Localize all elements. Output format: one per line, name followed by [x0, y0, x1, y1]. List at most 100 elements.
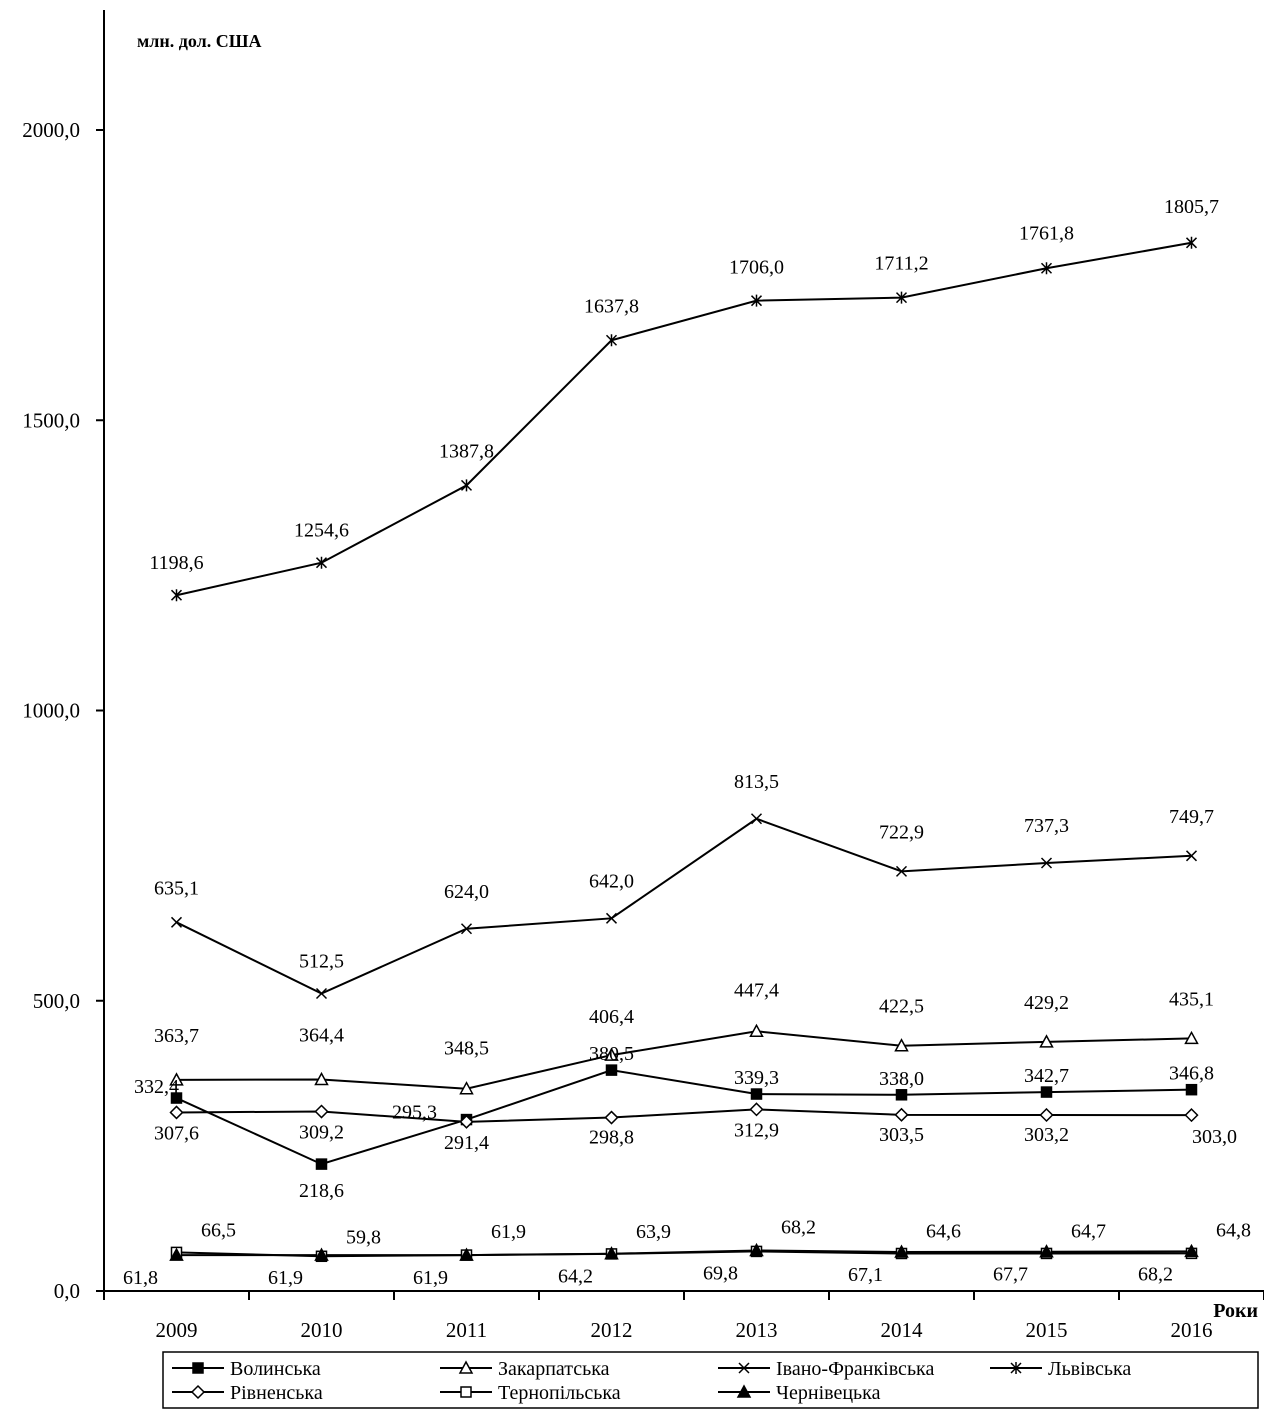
- data-point: [314, 1104, 329, 1119]
- data-point: [1039, 1034, 1054, 1048]
- data-point: [169, 1072, 184, 1086]
- data-label: 364,4: [299, 1024, 344, 1046]
- data-label: 1761,8: [1019, 222, 1074, 244]
- data-label: 1706,0: [729, 257, 784, 279]
- data-point: [459, 1081, 474, 1095]
- data-label: 342,7: [1024, 1065, 1069, 1087]
- data-label: 61,8: [123, 1267, 158, 1289]
- series-line-5: [176, 1108, 1192, 1123]
- data-label: 642,0: [589, 870, 634, 892]
- x-tick-label: 2016: [1171, 1318, 1213, 1342]
- data-point: [169, 1105, 184, 1120]
- data-label: 303,0: [1192, 1126, 1237, 1148]
- data-point: [1184, 1108, 1199, 1123]
- data-point: [459, 1114, 474, 1129]
- data-label: 69,8: [703, 1262, 738, 1284]
- data-point: [604, 1246, 619, 1260]
- data-point: [1040, 262, 1053, 275]
- data-label: 635,1: [154, 877, 199, 899]
- data-point: [1185, 850, 1198, 862]
- data-labels: 332,4 218,6 295,3 380,5 339,3 338,0 342,7 346,8…: [123, 196, 1251, 1289]
- data-point: [460, 923, 473, 935]
- y-tick-label: 1000,0: [22, 699, 80, 723]
- legend-item: Івано-Франківська: [718, 1358, 934, 1380]
- data-point: [895, 1089, 908, 1101]
- data-point: [749, 1242, 764, 1257]
- data-label: 66,5: [201, 1219, 236, 1241]
- legend-label: Волинська: [230, 1358, 321, 1380]
- data-label: 363,7: [154, 1025, 199, 1047]
- legend-item: Волинська: [172, 1358, 321, 1380]
- data-point: [170, 1092, 183, 1104]
- legend-marker: [1010, 1362, 1022, 1374]
- data-label: 67,1: [848, 1264, 883, 1286]
- data-label: 346,8: [1169, 1063, 1214, 1085]
- data-label: 64,7: [1071, 1220, 1106, 1242]
- data-point: [315, 556, 328, 569]
- x-axis-title: Роки: [1213, 1300, 1258, 1322]
- data-point: [894, 1038, 909, 1052]
- data-label: 338,0: [879, 1068, 924, 1090]
- data-point: [1185, 1083, 1198, 1096]
- data-point: [1040, 857, 1053, 869]
- data-point: [749, 1023, 764, 1038]
- data-label: 722,9: [879, 821, 924, 843]
- data-label: 218,6: [299, 1180, 344, 1202]
- series-lines: [176, 241, 1192, 1258]
- legend-item: Чернівецька: [718, 1382, 881, 1404]
- legend-item: Закарпатська: [440, 1358, 610, 1380]
- data-label: 1711,2: [874, 253, 928, 275]
- data-point: [1185, 236, 1198, 249]
- data-label: 68,2: [1138, 1263, 1173, 1285]
- data-point: [459, 1247, 474, 1261]
- data-label: 348,5: [444, 1038, 489, 1060]
- legend-marker: [190, 1384, 206, 1400]
- legend-marker: [458, 1360, 474, 1374]
- x-tick-label: 2013: [736, 1318, 778, 1342]
- data-point: [315, 987, 328, 1000]
- data-label: 64,2: [558, 1266, 593, 1288]
- data-label: 309,2: [299, 1122, 344, 1144]
- data-label: 1387,8: [439, 440, 494, 462]
- data-label: 624,0: [444, 881, 489, 903]
- data-point: [894, 1244, 909, 1258]
- series-markers: [169, 236, 1199, 1263]
- data-label: 307,6: [154, 1122, 199, 1144]
- x-tick-label: 2010: [301, 1318, 343, 1342]
- data-point: [605, 1064, 618, 1076]
- data-label: 68,2: [781, 1216, 816, 1238]
- data-point: [169, 1247, 184, 1261]
- legend-marker: [736, 1384, 752, 1398]
- series-line-2: [176, 1030, 1192, 1090]
- data-label: 295,3: [392, 1102, 437, 1124]
- data-label: 749,7: [1169, 806, 1214, 828]
- series-line-4: [176, 241, 1192, 597]
- y-tick-label: 0,0: [54, 1279, 80, 1303]
- data-label: 1254,6: [294, 520, 349, 542]
- legend-marker: [460, 1386, 472, 1398]
- data-label: 1805,7: [1164, 196, 1219, 218]
- data-label: 291,4: [444, 1132, 489, 1154]
- data-label: 312,9: [734, 1119, 779, 1141]
- data-label: 1198,6: [149, 552, 203, 574]
- data-label: 406,4: [589, 1006, 634, 1028]
- data-label: 422,5: [879, 996, 924, 1018]
- data-point: [749, 1102, 764, 1117]
- x-tick-label: 2009: [156, 1318, 198, 1342]
- data-point: [170, 589, 183, 602]
- series-line-3: [176, 817, 1192, 995]
- data-point: [750, 294, 763, 307]
- data-point: [1184, 1030, 1199, 1045]
- legend-label: Тернопільська: [498, 1382, 621, 1404]
- data-label: 447,4: [734, 979, 779, 1001]
- data-label: 64,8: [1216, 1219, 1251, 1241]
- data-label: 813,5: [734, 771, 779, 793]
- x-tick-label: 2012: [591, 1318, 633, 1342]
- data-label: 298,8: [589, 1127, 634, 1149]
- data-point: [750, 1088, 763, 1100]
- data-label: 303,5: [879, 1124, 924, 1146]
- data-point: [604, 1047, 619, 1061]
- y-tick-label: 1500,0: [22, 408, 80, 432]
- data-point: [1184, 1243, 1199, 1258]
